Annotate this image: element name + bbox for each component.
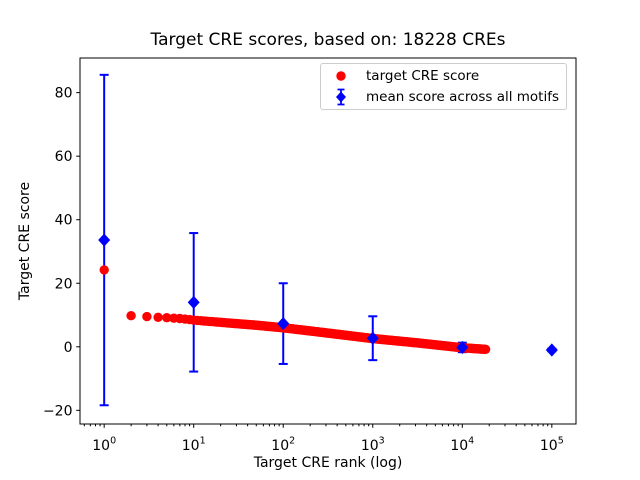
y-tick-label: 20 — [55, 276, 73, 292]
mean-diamond — [277, 317, 290, 331]
mean-diamond — [187, 295, 200, 309]
plot-frame — [79, 57, 577, 425]
mean-score-errorbars — [99, 73, 557, 407]
legend-item-label: mean score across all motifs — [366, 88, 560, 105]
legend: target CRE score mean score across all m… — [320, 63, 567, 110]
legend-item-label: target CRE score — [366, 68, 480, 85]
scatter-point — [142, 311, 152, 322]
legend-item-mean-score: mean score across all motifs — [329, 87, 560, 108]
legend-item-target-score: target CRE score — [329, 66, 560, 87]
axis-ticks — [76, 92, 553, 428]
x-axis-label: Target CRE rank (log) — [253, 455, 403, 471]
mean-diamond — [366, 331, 379, 345]
scatter-point — [153, 312, 163, 322]
x-tick-label: 100 — [92, 436, 116, 455]
x-tick-label: 105 — [540, 436, 564, 455]
scatter-point — [99, 265, 109, 275]
x-tick-label: 104 — [450, 436, 474, 455]
blue-diamond-errorbar-marker-icon — [336, 88, 346, 106]
chart-title: Target CRE scores, based on: 18228 CREs — [150, 30, 506, 50]
x-tick-label: 102 — [271, 436, 295, 455]
mean-diamond — [98, 233, 111, 247]
y-tick-label: 60 — [55, 149, 73, 165]
x-tick-label: 101 — [182, 436, 206, 455]
red-circle-marker-icon — [336, 71, 346, 81]
scatter-point — [162, 313, 172, 323]
y-tick-label: 40 — [55, 213, 73, 229]
mean-diamond — [456, 340, 469, 355]
y-tick-label: 80 — [55, 86, 73, 102]
scatter-point — [126, 311, 136, 321]
y-axis-label: Target CRE score — [17, 181, 33, 301]
y-tick-label: 0 — [64, 340, 73, 356]
scatter-point — [480, 344, 491, 354]
mean-diamond — [545, 343, 558, 357]
mean-score-series — [98, 233, 558, 357]
target-score-series — [99, 265, 491, 354]
x-tick-label: 103 — [361, 436, 385, 455]
y-tick-label: −20 — [43, 403, 73, 419]
